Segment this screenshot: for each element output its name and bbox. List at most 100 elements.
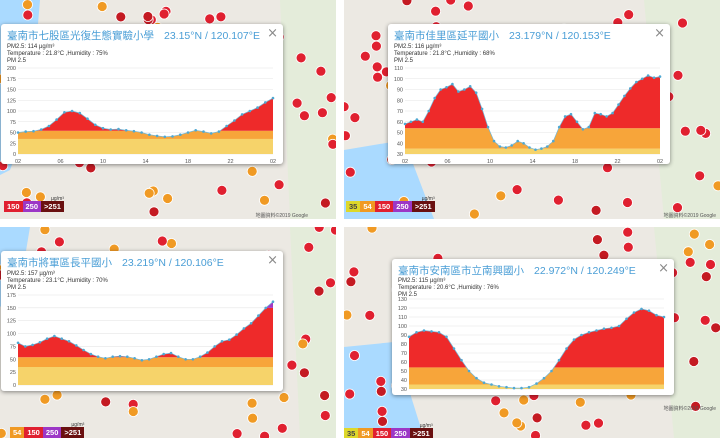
data-point: [82, 348, 85, 352]
map-copyright: 地圖資料©2019 Google: [663, 406, 716, 412]
aqi-marker: [622, 227, 634, 238]
aqi-marker: [319, 410, 331, 421]
aqi-marker: [100, 396, 112, 408]
aqi-marker: [699, 314, 711, 326]
data-point: [235, 333, 238, 336]
data-point: [242, 327, 246, 330]
aqi-marker: [286, 359, 298, 371]
map-panel-1[interactable]: × 臺南市七股區光復生態實驗小學 23.15°N / 120.107°E PM2.…: [0, 0, 336, 219]
aqi-marker: [313, 285, 325, 297]
aqi-marker: [490, 395, 502, 407]
y-tick-label: 50: [401, 369, 407, 375]
data-point: [24, 130, 28, 133]
y-tick-label: 60: [401, 360, 407, 366]
data-point: [256, 106, 259, 109]
aqi-marker: [344, 130, 351, 142]
aqi-marker: [204, 13, 216, 25]
aqi-marker: [672, 202, 683, 214]
data-point: [415, 118, 419, 121]
legend-item: 250: [42, 427, 62, 438]
weather-reading: Temperature : 20.6°C ,Humidity : 76%: [398, 285, 499, 291]
data-point: [520, 386, 523, 390]
data-point: [565, 347, 568, 350]
y-tick-label: 0: [13, 383, 16, 389]
map-panel-4[interactable]: × 臺南市安南區市立南興國小 22.972°N / 120.249°E PM2.5…: [344, 227, 720, 438]
data-point: [527, 385, 531, 389]
data-point: [542, 376, 546, 380]
close-icon[interactable]: ×: [658, 261, 669, 276]
legend-item: 54: [10, 427, 25, 438]
y-tick-label: 0: [13, 152, 16, 158]
aqi-marker: [580, 419, 592, 431]
data-point: [249, 322, 253, 325]
aqi-marker: [349, 112, 361, 123]
x-tick-label: 06: [444, 159, 450, 164]
station-coordinates: 23.219°N / 120.106°E: [122, 257, 224, 269]
aqi-marker: [364, 310, 376, 321]
legend-item: >251: [41, 201, 64, 212]
data-point: [587, 331, 591, 334]
data-point: [421, 120, 425, 124]
x-tick-label: 02: [270, 159, 276, 164]
aqi-marker: [162, 193, 174, 204]
data-point: [528, 146, 531, 149]
x-tick-label: 18: [185, 159, 191, 164]
data-point: [430, 330, 433, 333]
data-point: [16, 131, 20, 134]
aqi-marker: [115, 11, 127, 23]
pm25-chart: 30 40 50 60 70 80 90 100 110 02 06 10 14 18 22 02: [394, 66, 663, 164]
close-icon[interactable]: ×: [654, 26, 665, 41]
aqi-marker: [552, 194, 564, 206]
aqi-marker: [313, 227, 325, 233]
pm25-reading: PM2.5: 115 µg/m³: [398, 278, 446, 284]
map-panel-3[interactable]: × 臺南市將軍區長平國小 23.219°N / 120.106°E PM2.5: …: [0, 227, 336, 438]
data-point: [534, 148, 537, 151]
data-point: [510, 144, 513, 147]
data-point: [101, 126, 105, 130]
y-tick-label: 70: [397, 109, 403, 115]
data-point: [497, 385, 501, 388]
data-point: [191, 358, 195, 361]
data-point: [522, 142, 525, 145]
legend-item: 35: [344, 428, 359, 438]
aqi-marker: [366, 227, 378, 234]
y-tick-label: 75: [10, 120, 16, 126]
y-tick-label: 25: [10, 141, 16, 147]
aqi-marker: [259, 194, 270, 206]
data-point: [162, 352, 165, 356]
data-point: [623, 94, 626, 98]
aqi-marker: [39, 227, 51, 236]
data-point: [32, 129, 35, 133]
data-point: [271, 96, 275, 100]
data-point: [240, 113, 244, 116]
data-point: [171, 135, 174, 138]
data-point: [70, 109, 74, 113]
aqi-marker: [375, 375, 387, 387]
aqi-marker: [344, 388, 356, 400]
close-icon[interactable]: ×: [267, 253, 278, 268]
legend-item: 250: [391, 428, 410, 438]
y-tick-label: 50: [397, 131, 403, 137]
aqi-marker: [518, 394, 530, 406]
y-tick-label: 200: [7, 66, 16, 72]
data-point: [117, 127, 120, 131]
legend-item: >251: [411, 201, 435, 212]
map-panel-2[interactable]: × 臺南市佳里區延平國小 23.179°N / 120.153°E PM2.5: …: [344, 0, 720, 219]
aqi-marker: [688, 228, 700, 240]
data-point: [179, 133, 182, 136]
map-copyright: 地圖資料©2019 Google: [663, 213, 716, 219]
data-point: [557, 358, 561, 362]
aqi-marker: [127, 406, 139, 417]
data-point: [271, 300, 275, 303]
aqi-marker: [690, 400, 702, 412]
data-point: [451, 82, 454, 86]
data-point: [504, 146, 508, 149]
close-icon[interactable]: ×: [267, 26, 278, 41]
y-tick-label: 120: [398, 306, 407, 312]
y-tick-label: 130: [398, 297, 407, 303]
legend-item: 54: [358, 428, 373, 438]
data-point: [595, 329, 598, 332]
x-tick-label: 18: [572, 159, 578, 164]
aqi-marker: [531, 412, 543, 424]
aqi-marker: [372, 71, 383, 83]
